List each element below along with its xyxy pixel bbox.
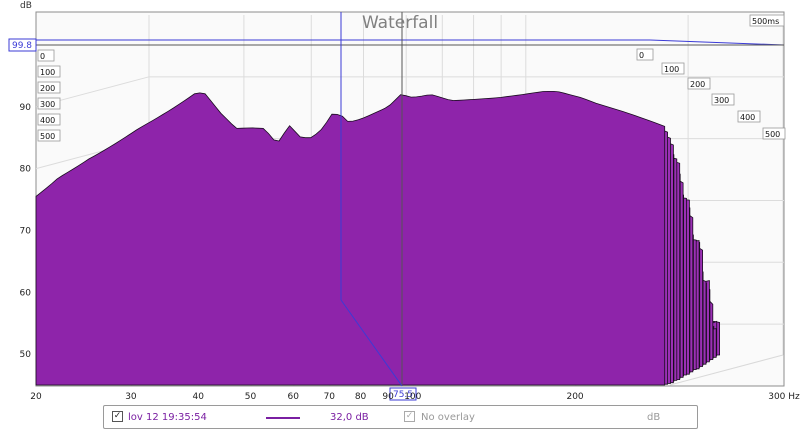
time-label-right-box: [636, 48, 654, 61]
frequency-readout: 75.5: [393, 390, 413, 400]
grid-floor-line: [669, 354, 784, 386]
time-label-right-box: [661, 62, 685, 75]
y-axis-ticks: 50 60 70 80 90: [20, 103, 32, 360]
time-label-right: 0: [639, 51, 644, 60]
time-label-right-box: [762, 127, 786, 140]
x-tick-label: 70: [324, 392, 336, 402]
level-readout-box: [8, 38, 37, 52]
x-tick-label: 30: [125, 392, 137, 402]
x-axis-ticks: 20 30 40 50 60 70 80 90 100 200 300 Hz: [30, 392, 800, 402]
time-label-left-box: [37, 129, 61, 142]
overlay-label: No overlay: [421, 412, 475, 423]
time-label-left: 100: [40, 68, 55, 77]
time-label-left: 0: [40, 52, 45, 61]
time-label-right-box: [711, 93, 735, 106]
series-swatch: [266, 417, 300, 419]
time-label-left: 400: [40, 116, 55, 125]
y-tick-label: 90: [20, 103, 32, 113]
x-tick-label: 90: [382, 392, 394, 402]
time-label-right: 500: [765, 130, 780, 139]
legend-bar: ✓ lov 12 19:35:54 32,0 dB ✓ No overlay d…: [103, 405, 698, 429]
series-name: lov 12 19:35:54: [128, 412, 207, 423]
time-label-left-box: [37, 81, 61, 94]
time-label-right: 100: [664, 65, 679, 74]
series-value: 32,0 dB: [330, 412, 369, 423]
time-label-left-box: [37, 49, 55, 62]
time-label-left: 500: [40, 132, 55, 141]
x-tick-label: 100: [404, 392, 421, 402]
x-tick-label: 60: [287, 392, 299, 402]
y-tick-label: 50: [20, 350, 32, 360]
cursor-overlays: 99.8 75.5: [8, 12, 785, 401]
x-tick-label: 200: [566, 392, 583, 402]
time-axis-max-label-box: [749, 14, 785, 27]
time-label-right: 400: [740, 113, 755, 122]
cursor-projection-line: [340, 299, 403, 387]
time-axis-max-label: 500ms: [752, 17, 779, 26]
x-tick-label: 80: [355, 392, 367, 402]
time-axis-labels: 500ms 0 100 200 300 400 500 0 100 200 300 400 500: [37, 14, 786, 142]
y-tick-label: 70: [20, 226, 32, 236]
level-readout: 99.8: [12, 41, 32, 51]
time-label-right: 300: [714, 96, 729, 105]
time-label-right-box: [737, 110, 761, 123]
x-tick-label: 50: [245, 392, 257, 402]
time-label-left-box: [37, 97, 61, 110]
x-tick-label: 20: [30, 392, 42, 402]
time-label-left-box: [37, 113, 61, 126]
overlay-unit: dB: [647, 412, 661, 423]
waterfall-slices: [35, 91, 720, 386]
x-tick-label: 40: [193, 392, 205, 402]
y-axis-unit-label: dB: [20, 1, 32, 11]
time-label-right: 200: [690, 80, 705, 89]
cursor-level-line-back: [649, 39, 785, 46]
time-label-left-box: [37, 65, 61, 78]
time-label-left: 200: [40, 84, 55, 93]
chart-title: Waterfall: [362, 13, 438, 33]
time-label-right-box: [687, 77, 711, 90]
frequency-readout-box: [389, 387, 417, 401]
x-tick-label: 300 Hz: [768, 392, 800, 402]
y-tick-label: 80: [20, 165, 32, 175]
y-tick-label: 60: [20, 288, 32, 298]
overlay-checkbox[interactable]: ✓: [404, 411, 415, 422]
time-label-left: 300: [40, 100, 55, 109]
series-checkbox[interactable]: ✓: [112, 411, 123, 422]
waterfall-slice: [35, 91, 666, 386]
